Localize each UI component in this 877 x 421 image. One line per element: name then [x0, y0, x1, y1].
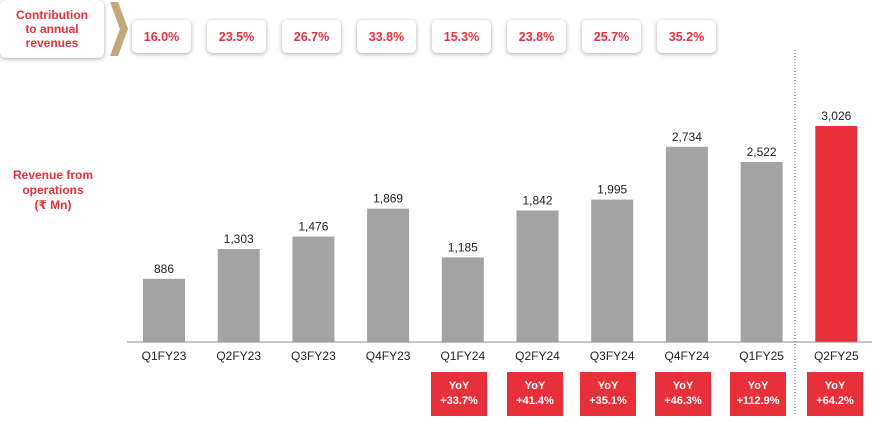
- contribution-q1fy24: 16.0%: [132, 20, 191, 53]
- yoy-badge-value: +35.1%: [589, 395, 627, 407]
- yoy-badge-q4fy24: YoY +46.3%: [655, 372, 711, 416]
- yoy-badge-value: +33.7%: [440, 395, 478, 407]
- yoy-badge-title: YoY: [448, 380, 470, 392]
- bar-q1fy25: [740, 162, 783, 342]
- category-label-q2fy24: Q2FY24: [515, 349, 560, 363]
- yoy-badge-title: YoY: [824, 380, 846, 392]
- yoy-badge-value: +112.9%: [736, 395, 780, 407]
- contribution-q3fy25: 25.7%: [582, 20, 641, 53]
- revenue-axis-label: Revenue from operations (₹ Mn): [12, 168, 94, 212]
- yoy-badge-value: +41.4%: [516, 395, 554, 407]
- value-label-q1fy25: 2,522: [747, 145, 777, 159]
- value-label-q1fy23: 886: [154, 262, 174, 276]
- contribution-label-box: Contribution to annual revenues: [0, 0, 104, 58]
- bar-q1fy24: [441, 257, 484, 342]
- value-label-q3fy23: 1,476: [298, 220, 328, 234]
- value-label-q3fy24: 1,995: [597, 183, 627, 197]
- category-label-q4fy23: Q4FY23: [366, 349, 411, 363]
- contribution-q3fy24: 26.7%: [282, 20, 341, 53]
- bar-q2fy24: [516, 210, 559, 342]
- yoy-badge-q2fy25: YoY +64.2%: [807, 372, 863, 416]
- category-label-q1fy23: Q1FY23: [142, 349, 187, 363]
- value-label-q4fy24: 2,734: [672, 130, 702, 144]
- yoy-badge-value: +46.3%: [664, 395, 702, 407]
- yoy-badge-q1fy24: YoY +33.7%: [431, 372, 487, 416]
- contribution-q2fy24: 23.5%: [207, 20, 266, 53]
- yoy-badge-q2fy24: YoY +41.4%: [507, 372, 563, 416]
- contribution-q4fy25: 35.2%: [657, 20, 716, 53]
- bar-q1fy23: [143, 278, 185, 342]
- yoy-badge-title: YoY: [672, 380, 694, 392]
- bar-q2fy23: [217, 249, 260, 342]
- yoy-badge-title: YoY: [747, 380, 769, 392]
- category-label-q2fy25: Q2FY25: [814, 349, 859, 363]
- bar-q4fy23: [367, 208, 410, 342]
- bar-q2fy25: [815, 126, 858, 342]
- value-label-q1fy24: 1,185: [448, 240, 478, 254]
- bar-q3fy24: [591, 199, 634, 342]
- category-label-q3fy24: Q3FY24: [590, 349, 635, 363]
- yoy-badge-value: +64.2%: [816, 395, 854, 407]
- category-label-q3fy23: Q3FY23: [291, 349, 336, 363]
- category-label-q4fy24: Q4FY24: [665, 349, 710, 363]
- category-label-q2fy23: Q2FY23: [216, 349, 261, 363]
- category-label-q1fy24: Q1FY24: [440, 349, 485, 363]
- value-label-q4fy23: 1,869: [373, 192, 403, 206]
- contribution-q4fy24: 33.8%: [357, 20, 416, 53]
- category-label-q1fy25: Q1FY25: [739, 349, 784, 363]
- contribution-q1fy25: 15.3%: [432, 20, 491, 53]
- value-label-q2fy25: 3,026: [821, 109, 851, 123]
- value-label-q2fy23: 1,303: [224, 232, 254, 246]
- contribution-q2fy25: 23.8%: [507, 20, 566, 53]
- value-label-q2fy24: 1,842: [522, 194, 552, 208]
- bar-q4fy24: [665, 146, 708, 342]
- yoy-badge-q1fy25: YoY +112.9%: [730, 372, 786, 416]
- yoy-badge-title: YoY: [524, 380, 546, 392]
- yoy-badge-q3fy24: YoY +35.1%: [580, 372, 636, 416]
- yoy-badge-title: YoY: [597, 380, 619, 392]
- bar-q3fy23: [292, 236, 335, 342]
